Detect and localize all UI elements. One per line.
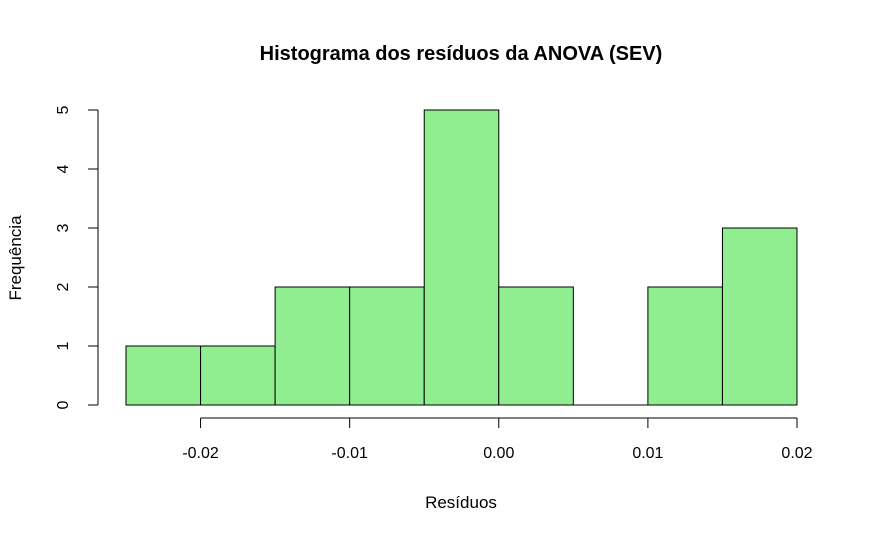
histogram-bar [125, 345, 202, 406]
y-tick-label: 1 [55, 341, 72, 350]
x-tick-label: 0.02 [781, 445, 812, 462]
x-axis: -0.02 -0.01 0.00 0.01 0.02 [182, 417, 813, 462]
histogram-bars [125, 109, 798, 406]
y-axis-label: Frequência [6, 215, 25, 301]
histogram-bar [423, 109, 500, 406]
histogram-bar [647, 286, 723, 406]
histogram-bar [200, 345, 276, 406]
x-tick-label: 0.00 [483, 445, 514, 462]
chart-title: Histograma dos resíduos da ANOVA (SEV) [260, 43, 663, 65]
histogram-bar [498, 286, 574, 406]
x-axis-label: Resíduos [425, 493, 497, 512]
y-tick-label: 3 [55, 223, 72, 232]
histogram-bar [349, 286, 425, 406]
histogram-bar [721, 227, 798, 406]
y-tick-label: 5 [55, 105, 72, 114]
x-tick-label: 0.01 [632, 445, 663, 462]
histogram-bar [274, 286, 351, 406]
x-tick-label: -0.02 [182, 445, 219, 462]
y-tick-label: 4 [55, 164, 72, 173]
y-tick-label: 0 [55, 400, 72, 409]
y-tick-label: 2 [55, 282, 72, 291]
y-axis: 0 1 2 3 4 5 [55, 105, 99, 409]
x-tick-label: -0.01 [331, 445, 368, 462]
